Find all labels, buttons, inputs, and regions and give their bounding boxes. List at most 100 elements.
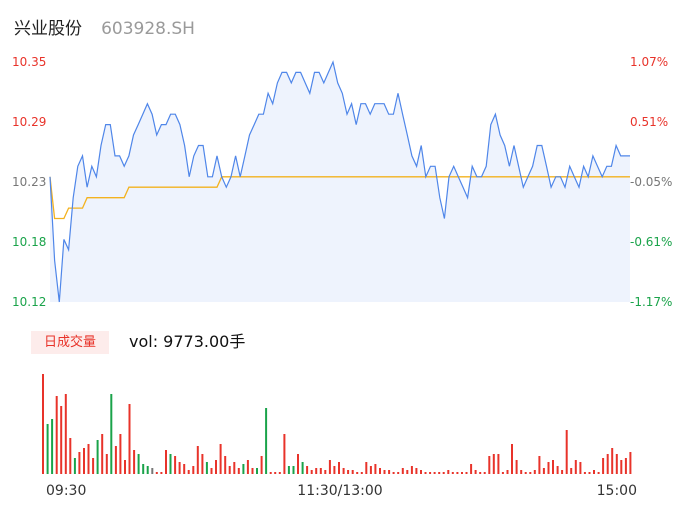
price-tick-label: 10.12 xyxy=(12,295,46,309)
volume-bar xyxy=(561,470,564,474)
volume-bar xyxy=(287,466,290,474)
volume-bar xyxy=(110,394,113,474)
volume-bar xyxy=(447,470,450,474)
volume-bar xyxy=(602,458,605,474)
volume-bar xyxy=(570,468,573,474)
volume-bar xyxy=(511,444,513,474)
volume-bar xyxy=(306,466,309,474)
volume-bar xyxy=(101,434,104,474)
volume-bar xyxy=(187,470,190,474)
volume-bar xyxy=(374,464,377,474)
volume-bar xyxy=(301,462,304,474)
volume-bar xyxy=(128,404,131,474)
volume-bar xyxy=(51,419,54,474)
volume-bar xyxy=(83,448,85,474)
volume-bar xyxy=(151,468,154,474)
volume-bar xyxy=(497,454,500,474)
volume-bar xyxy=(146,466,149,474)
volume-bar xyxy=(324,470,327,474)
volume-bar xyxy=(251,468,254,474)
volume-bar xyxy=(73,458,76,474)
volume-bar xyxy=(506,470,509,474)
volume-bar xyxy=(524,472,527,474)
volume-bar xyxy=(433,472,436,474)
volume-bar xyxy=(315,468,318,474)
average-price-line xyxy=(49,176,630,220)
percent-tick-label: 0.51% xyxy=(630,115,668,129)
volume-bar xyxy=(174,456,177,474)
volume-bar xyxy=(538,456,541,474)
volume-bar xyxy=(420,470,422,474)
volume-bar xyxy=(165,450,167,474)
volume-bar xyxy=(356,472,359,474)
volume-bar xyxy=(265,408,268,474)
volume-bar xyxy=(338,462,340,474)
volume-bar xyxy=(228,466,231,474)
volume-bar xyxy=(365,462,368,474)
volume-bar xyxy=(488,456,491,474)
time-tick-label: 15:00 xyxy=(597,483,637,499)
volume-bar xyxy=(583,472,586,474)
price-axis: 10.35 10.29 10.23 10.18 10.12 xyxy=(12,55,46,309)
volume-bar xyxy=(456,472,459,474)
volume-bar xyxy=(192,466,195,474)
volume-bar xyxy=(520,470,523,474)
volume-bar xyxy=(556,466,559,474)
volume-bar xyxy=(379,468,381,474)
daily-volume-tab[interactable]: 日成交量 xyxy=(31,331,109,354)
stock-header: 兴业股份 603928.SH xyxy=(14,14,195,39)
volume-bar xyxy=(142,464,145,474)
volume-bar xyxy=(297,454,299,474)
volume-bar xyxy=(624,458,627,474)
volume-bar xyxy=(547,462,550,474)
volume-bar xyxy=(533,470,536,474)
volume-bar xyxy=(410,466,413,474)
volume-bar xyxy=(237,468,240,474)
volume-bar xyxy=(442,472,445,474)
volume-bar xyxy=(479,472,482,474)
volume-bar xyxy=(256,468,258,474)
volume-bar xyxy=(470,464,473,474)
volume-bar xyxy=(483,472,486,474)
volume-bar xyxy=(328,460,331,474)
volume-bar xyxy=(424,472,427,474)
volume-bar xyxy=(133,450,136,474)
price-tick-label: 10.23 xyxy=(12,175,46,189)
stock-name: 兴业股份 xyxy=(14,19,82,39)
volume-bar xyxy=(383,470,386,474)
volume-bar xyxy=(42,374,44,474)
volume-bar xyxy=(246,460,249,474)
percent-tick-label: 1.07% xyxy=(630,55,668,69)
volume-bar xyxy=(87,444,90,474)
volume-bar xyxy=(178,462,181,474)
volume-bar xyxy=(529,472,532,474)
volume-bar xyxy=(342,468,345,474)
volume-bar xyxy=(69,438,72,474)
volume-bar xyxy=(565,430,568,474)
volume-bar xyxy=(137,454,140,474)
volume-bar xyxy=(160,472,163,474)
price-tick-label: 10.29 xyxy=(12,115,46,129)
volume-bar xyxy=(64,394,67,474)
volume-bar xyxy=(283,434,286,474)
volume-bar xyxy=(465,472,468,474)
price-tick-label: 10.18 xyxy=(12,235,46,249)
volume-bar xyxy=(501,472,504,474)
volume-bar xyxy=(415,468,418,474)
volume-bar xyxy=(333,466,336,474)
volume-bar xyxy=(78,452,81,474)
volume-bar xyxy=(620,460,623,474)
volume-bar xyxy=(310,470,313,474)
volume-bar xyxy=(542,468,545,474)
percent-tick-label: -0.05% xyxy=(630,175,672,189)
volume-bar xyxy=(429,472,432,474)
percent-axis: 1.07% 0.51% -0.05% -0.61% -1.17% xyxy=(630,55,672,309)
volume-bar xyxy=(611,448,614,474)
volume-bar xyxy=(260,456,263,474)
volume-bar xyxy=(360,472,363,474)
time-tick-label: 09:30 xyxy=(46,483,86,499)
volume-bar xyxy=(588,472,591,474)
volume-bar xyxy=(210,468,213,474)
volume-bar xyxy=(401,468,404,474)
time-tick-label: 11:30/13:00 xyxy=(297,483,382,499)
